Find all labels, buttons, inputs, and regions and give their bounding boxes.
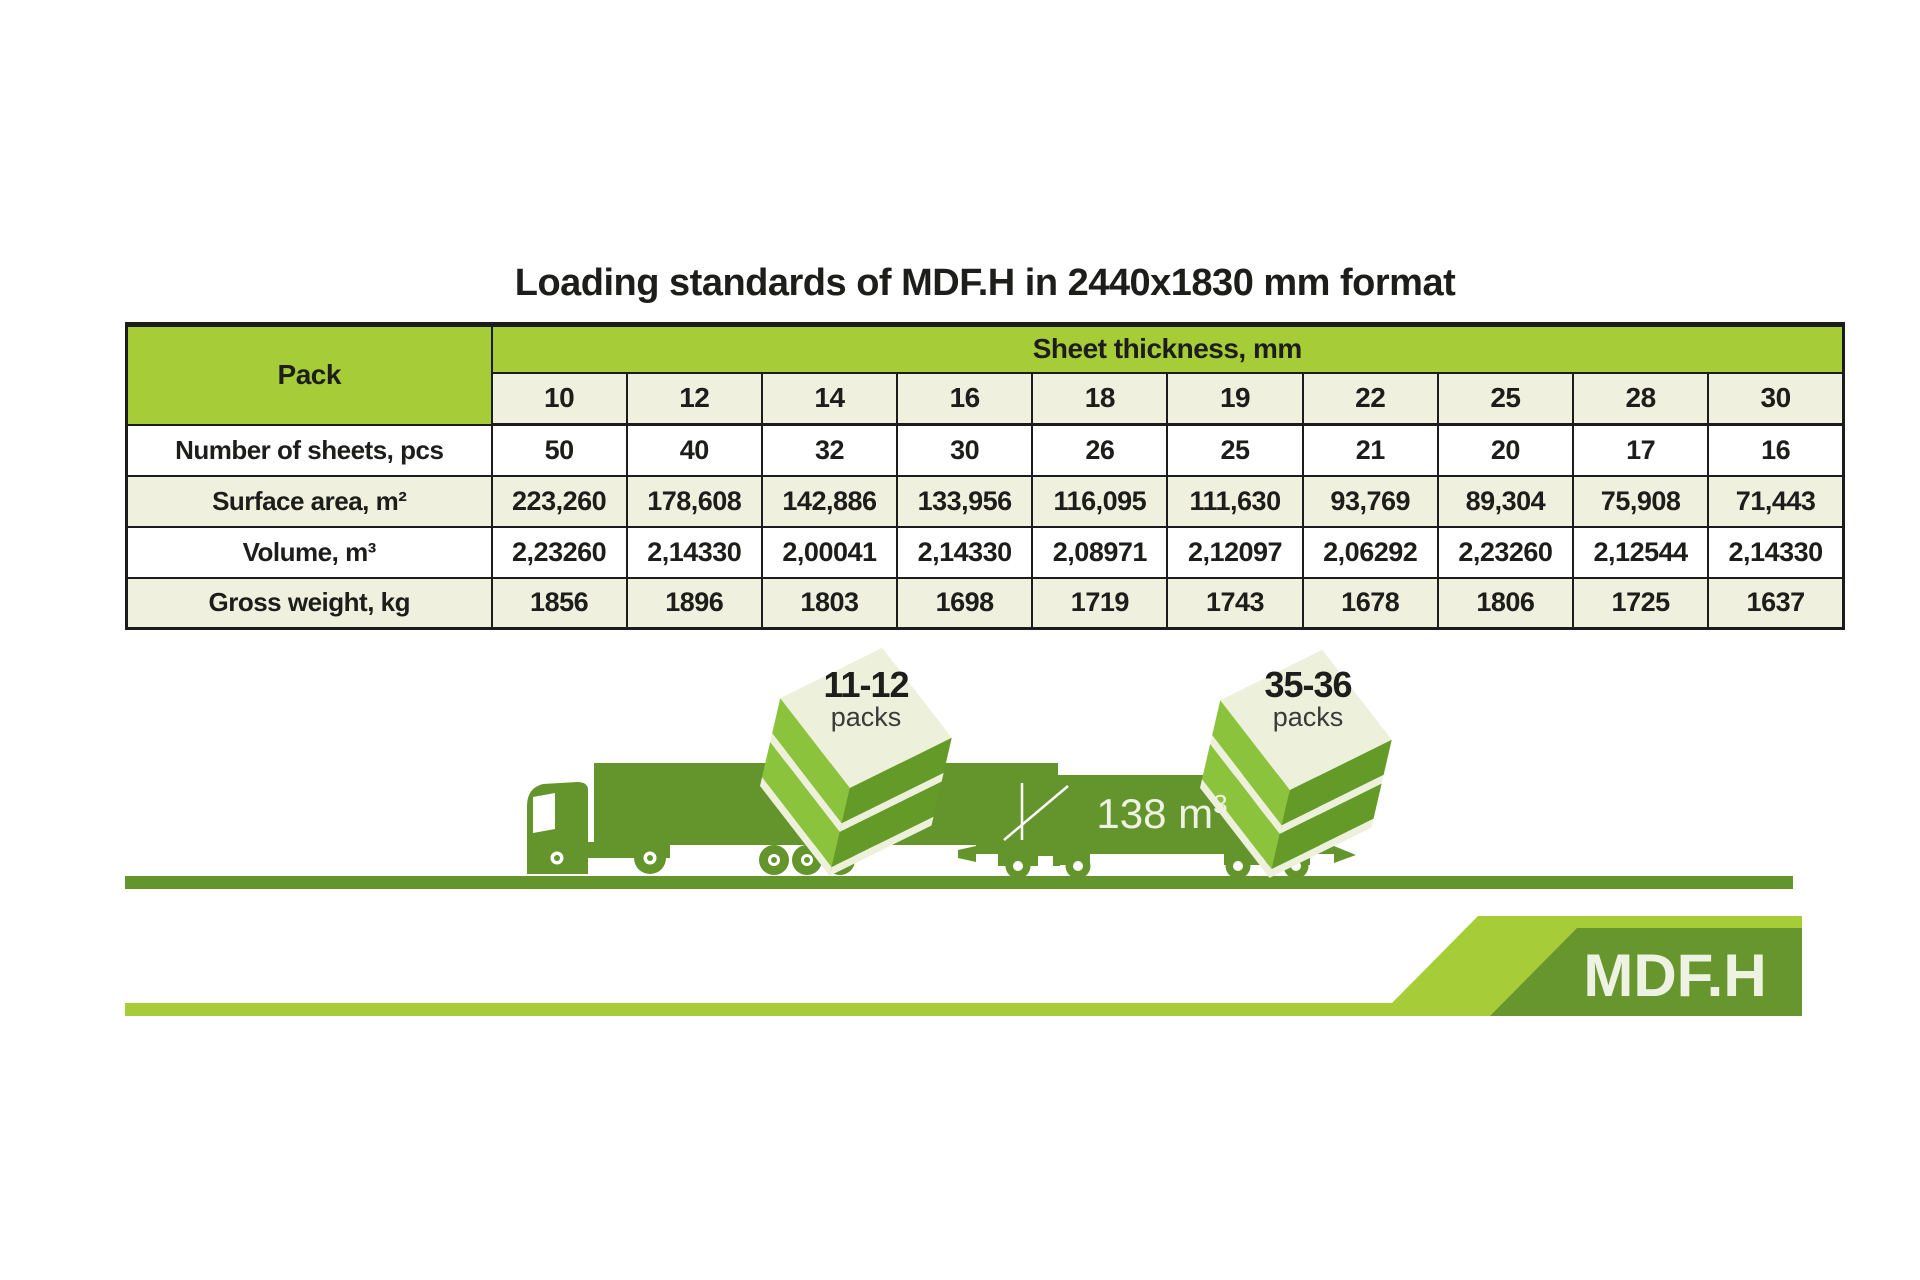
ground-bar: [125, 876, 1793, 889]
thickness-cell: 12: [625, 371, 763, 426]
thickness-cell: 22: [1301, 371, 1439, 426]
wagon-volume-value: 138 m: [1096, 790, 1214, 837]
value-cell: 1896: [625, 576, 763, 630]
truck-pack-unit: packs: [830, 702, 902, 732]
table-body: Number of sheets, pcs 50 40 32 30 26 25 21 20 17 1…: [125, 423, 1845, 630]
value-cell: 142,886: [760, 474, 899, 528]
value-cell: 1856: [490, 576, 628, 630]
value-cell: 40: [625, 423, 763, 477]
value-cell: 1725: [1571, 576, 1710, 630]
value-cell: 2,23260: [490, 525, 628, 579]
loading-table: Pack Sheet thickness, mm 10 12 14 16 18 19 22 2…: [125, 322, 1845, 630]
value-cell: 116,095: [1031, 474, 1169, 528]
value-cell: 1806: [1436, 576, 1575, 630]
value-cell: 21: [1301, 423, 1439, 477]
value-cell: 20: [1436, 423, 1575, 477]
value-cell: 2,14330: [896, 525, 1034, 579]
thickness-cell: 25: [1436, 371, 1575, 426]
brand-band: [125, 916, 1802, 1016]
value-cell: 178,608: [625, 474, 763, 528]
value-cell: 32: [760, 423, 899, 477]
value-cell: 2,12097: [1166, 525, 1304, 579]
row-label: Surface area, m²: [125, 474, 493, 528]
row-label: Gross weight, kg: [125, 576, 493, 630]
value-cell: 71,443: [1707, 474, 1845, 528]
thickness-header-cell: Sheet thickness, mm: [490, 323, 1845, 374]
wagon-pack-count: 35-36: [1264, 664, 1352, 705]
value-cell: 30: [896, 423, 1034, 477]
value-cell: 1678: [1301, 576, 1439, 630]
value-cell: 2,23260: [1436, 525, 1575, 579]
thickness-cell: 30: [1707, 371, 1845, 426]
value-cell: 89,304: [1436, 474, 1575, 528]
value-cell: 2,14330: [625, 525, 763, 579]
brand-logo: MDF.H: [1583, 942, 1767, 1009]
value-cell: 2,08971: [1031, 525, 1169, 579]
value-cell: 1743: [1166, 576, 1304, 630]
thickness-cell: 19: [1166, 371, 1304, 426]
value-cell: 2,12544: [1571, 525, 1710, 579]
row-label: Volume, m³: [125, 525, 493, 579]
value-cell: 50: [490, 423, 628, 477]
table-row: Number of sheets, pcs 50 40 32 30 26 25 21 20 17 1…: [125, 423, 1845, 477]
thickness-cell: 10: [490, 371, 628, 426]
thickness-cell: 28: [1571, 371, 1710, 426]
thickness-row: 10 12 14 16 18 19 22 25 28 30: [127, 371, 1845, 426]
value-cell: 1698: [896, 576, 1034, 630]
value-cell: 75,908: [1571, 474, 1710, 528]
wagon-volume-sup: 3: [1213, 789, 1228, 819]
value-cell: 17: [1571, 423, 1710, 477]
wagon-volume-label: 138 m3: [1052, 789, 1272, 838]
row-label: Number of sheets, pcs: [125, 423, 493, 477]
value-cell: 133,956: [896, 474, 1034, 528]
table-row: Gross weight, kg 1856 1896 1803 1698 1719 1743…: [125, 576, 1845, 630]
truck-pack-count: 11-12: [823, 664, 909, 705]
value-cell: 223,260: [490, 474, 628, 528]
value-cell: 2,00041: [760, 525, 899, 579]
thickness-cell: 18: [1031, 371, 1169, 426]
value-cell: 93,769: [1301, 474, 1439, 528]
page-title: Loading standards of MDF.H in 2440x1830 …: [514, 262, 1456, 304]
table-row: Volume, m³ 2,23260 2,14330 2,00041 2,14330 2,…: [125, 525, 1845, 579]
table-row: Surface area, m² 223,260 178,608 142,886 133…: [125, 474, 1845, 528]
value-cell: 26: [1031, 423, 1169, 477]
thickness-cell: 14: [760, 371, 899, 426]
value-cell: 1803: [760, 576, 899, 630]
table-header-row: Pack Sheet thickness, mm: [125, 323, 1845, 426]
value-cell: 1719: [1031, 576, 1169, 630]
thickness-cell: 16: [896, 371, 1034, 426]
value-cell: 2,06292: [1301, 525, 1439, 579]
value-cell: 2,14330: [1707, 525, 1845, 579]
value-cell: 1637: [1707, 576, 1845, 630]
value-cell: 25: [1166, 423, 1304, 477]
pack-header-cell: Pack: [125, 323, 493, 426]
value-cell: 111,630: [1166, 474, 1304, 528]
wagon-pack-unit: packs: [1272, 702, 1344, 732]
value-cell: 16: [1707, 423, 1845, 477]
